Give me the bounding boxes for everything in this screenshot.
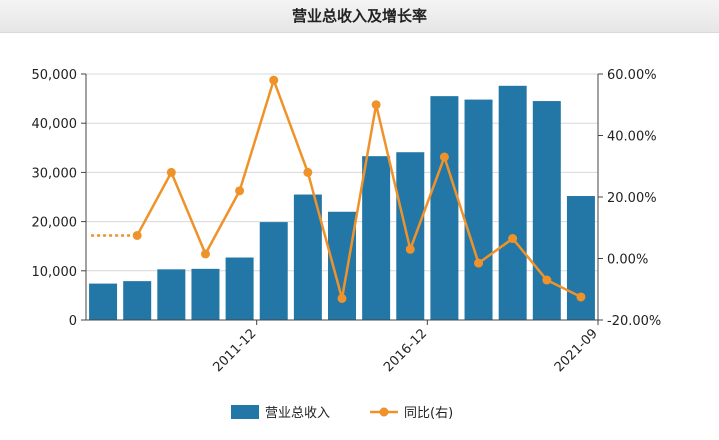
bar-2020-12 <box>532 101 561 320</box>
yoy-point-2017-12 <box>439 152 449 162</box>
bar-2013-12 <box>293 194 322 320</box>
bar-2011-12 <box>225 257 254 320</box>
line-series <box>91 75 586 303</box>
bar-2015-12 <box>362 156 391 320</box>
bar-2017-12 <box>430 96 459 320</box>
y-left-tick-label: 20,000 <box>32 216 78 231</box>
yoy-line <box>136 78 582 300</box>
yoy-point-2011-12 <box>235 186 245 196</box>
bar-2007-12 <box>89 283 118 320</box>
y-right-tick-label: 0.00% <box>607 253 648 268</box>
legend-label-yoy: 同比(右) <box>404 406 453 421</box>
bar-2012-12 <box>259 222 288 320</box>
y-left-tick-label: 30,000 <box>32 166 78 181</box>
yoy-point-2013-12 <box>303 167 313 177</box>
x-tick-label: 2011-12 <box>210 326 259 375</box>
y-left-tick-label: 50,000 <box>32 68 78 83</box>
yoy-point-2020-12 <box>542 275 552 285</box>
x-tick-label: 2016-12 <box>381 326 430 375</box>
y-left-tick-label: 10,000 <box>32 265 78 280</box>
y-right-tick-label: 40.00% <box>607 130 657 145</box>
legend-swatch-revenue <box>231 405 259 419</box>
yoy-point-2021-09 <box>576 292 586 302</box>
bar-2008-12 <box>123 281 152 320</box>
yoy-point-2008-12 <box>132 230 142 240</box>
y-right-tick-label: 60.00% <box>607 68 657 83</box>
x-tick-label: 2021-09 <box>552 326 601 375</box>
bar-2018-12 <box>464 99 493 320</box>
bar-2016-12 <box>396 152 425 320</box>
yoy-point-2012-12 <box>269 75 279 85</box>
chart-title: 营业总收入及增长率 <box>291 7 427 25</box>
y-right-tick-label: -20.00% <box>607 314 661 329</box>
chart-title-bar: 营业总收入及增长率 <box>0 0 719 33</box>
bar-2009-12 <box>157 269 186 320</box>
bar-2010-12 <box>191 268 220 320</box>
legend-swatch-yoy-dot <box>379 407 389 417</box>
yoy-point-2018-12 <box>474 258 484 268</box>
yoy-point-2014-12 <box>337 293 347 303</box>
yoy-point-2010-12 <box>200 249 210 259</box>
yoy-point-2009-12 <box>166 167 176 177</box>
yoy-point-2019-12 <box>508 234 518 244</box>
bar-2019-12 <box>498 85 527 320</box>
yoy-point-2015-12 <box>371 100 381 110</box>
y-left-tick-label: 0 <box>69 314 77 329</box>
legend: 营业总收入 同比(右) <box>231 405 453 421</box>
yoy-point-2016-12 <box>405 244 415 254</box>
y-right-tick-label: 20.00% <box>607 191 657 206</box>
bar-series <box>89 85 595 320</box>
y-left-tick-label: 40,000 <box>32 117 78 132</box>
legend-label-revenue: 营业总收入 <box>265 406 330 421</box>
